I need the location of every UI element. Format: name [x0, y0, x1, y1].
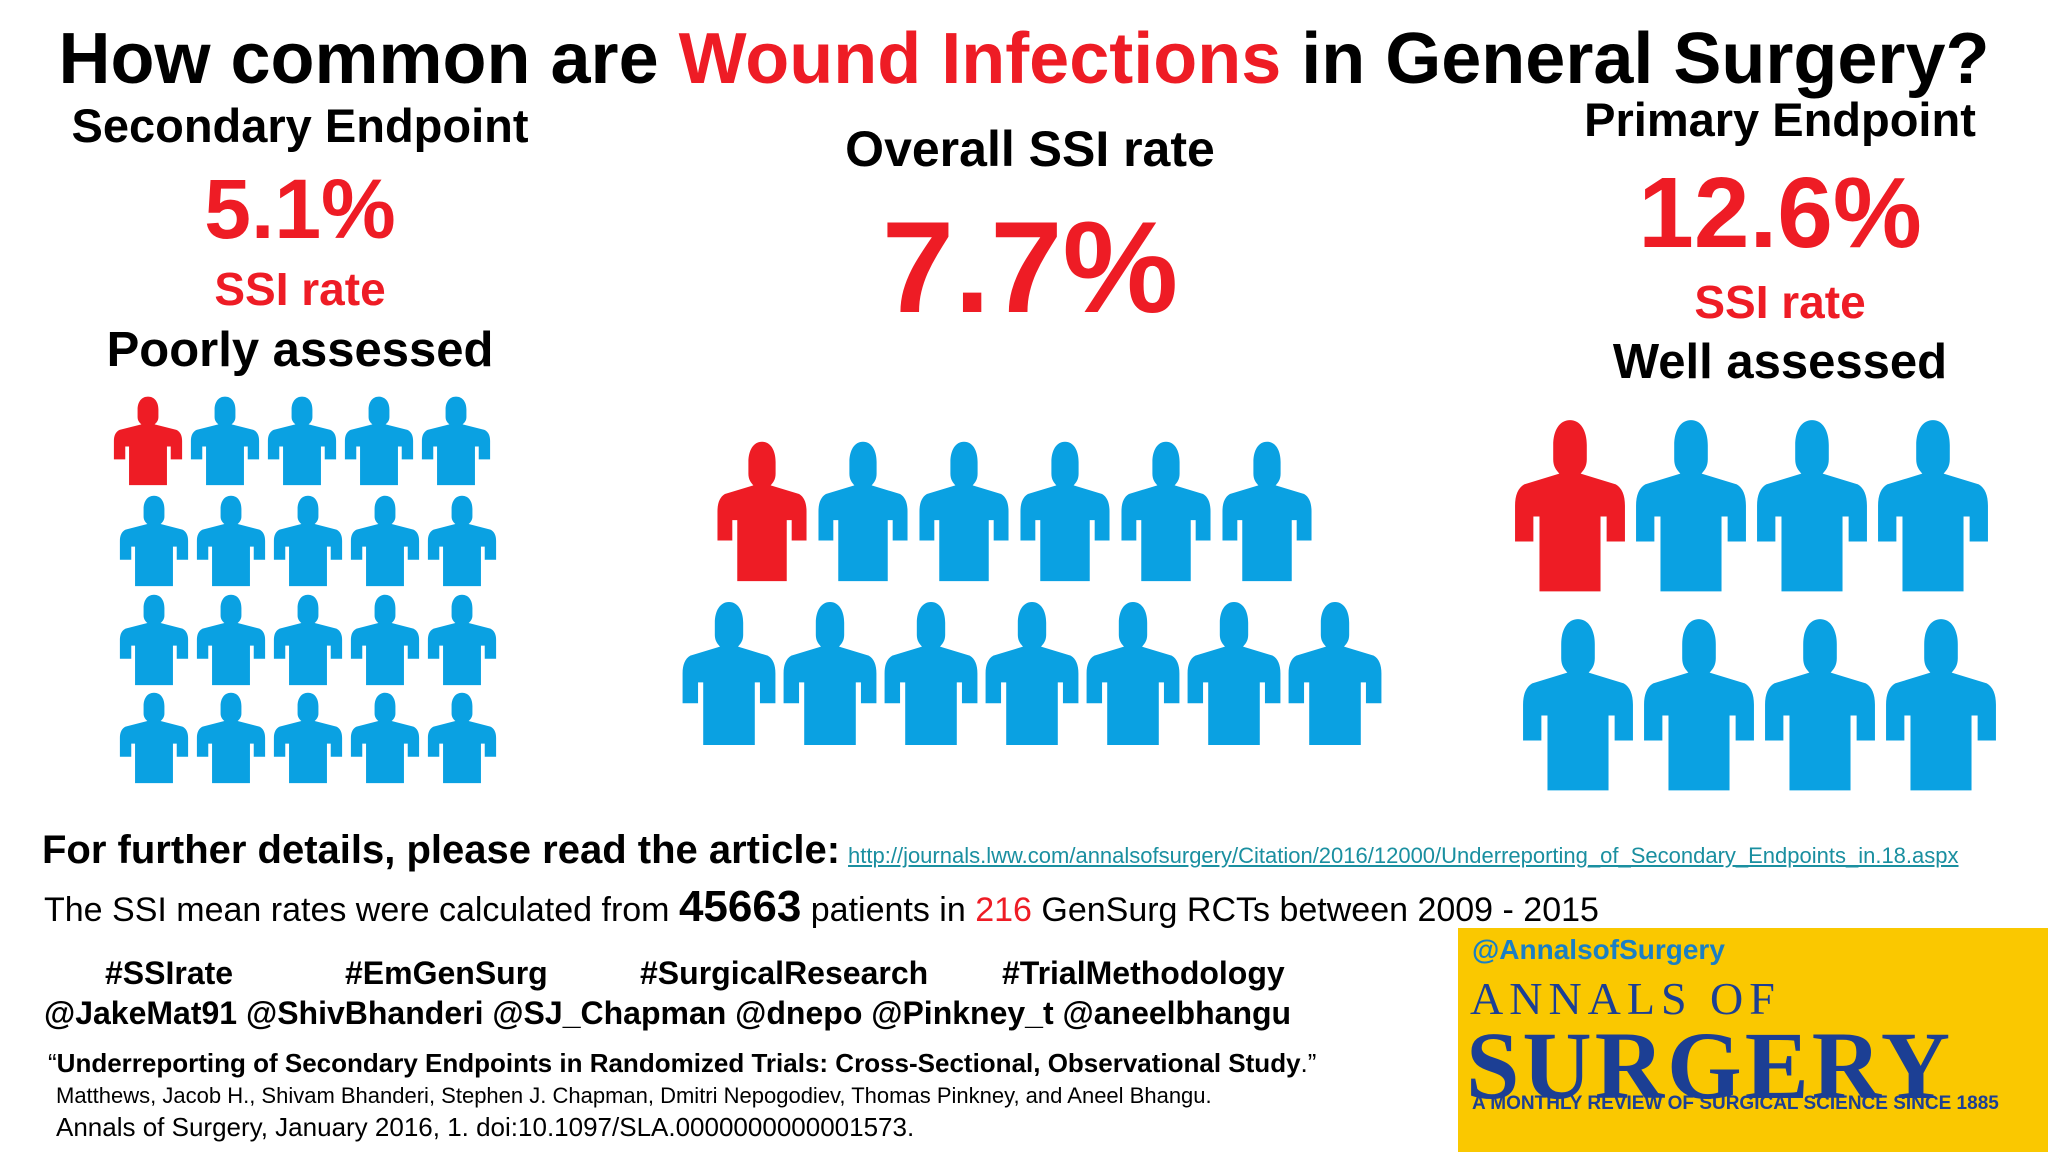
person-icon — [189, 393, 261, 487]
article-link[interactable]: http://journals.lww.com/annalsofsurgery/… — [848, 843, 1959, 868]
person-icon — [349, 492, 421, 588]
trial-count: 216 — [975, 891, 1032, 929]
person-icon — [1762, 612, 1878, 794]
secondary-rate: 5.1% — [204, 162, 396, 256]
person-icon — [1633, 413, 1749, 595]
primary-rate-label: SSI rate — [1694, 276, 1866, 328]
page-title: How common are Wound Infections in Gener… — [58, 19, 1990, 99]
person-icon — [118, 492, 190, 588]
person-icon — [426, 492, 498, 588]
primary-heading: Primary Endpoint — [1584, 93, 1976, 146]
secondary-heading: Secondary Endpoint — [71, 99, 529, 152]
hashtag-emgensurg[interactable]: #EmGenSurg — [345, 955, 548, 991]
person-icon — [272, 689, 344, 785]
person-icon — [882, 596, 980, 748]
journal-logo-box — [1458, 928, 2048, 1152]
person-icon — [1754, 413, 1870, 595]
person-icon — [1018, 436, 1112, 584]
person-icon — [426, 689, 498, 785]
hashtag-trialmethodology[interactable]: #TrialMethodology — [1002, 955, 1285, 991]
patient-count: 45663 — [678, 882, 802, 931]
person-icon — [1520, 612, 1636, 794]
person-icon — [195, 492, 267, 588]
primary-assessment: Well assessed — [1612, 335, 1948, 389]
person-icon — [781, 596, 879, 748]
citation-authors: Matthews, Jacob H., Shivam Bhanderi, Ste… — [56, 1083, 1212, 1108]
person-icon — [715, 436, 809, 584]
secondary-rate-label: SSI rate — [214, 263, 386, 315]
person-icon — [1641, 612, 1757, 794]
person-icon — [1512, 413, 1628, 595]
hashtag-surgicalresearch[interactable]: #SurgicalResearch — [640, 955, 929, 991]
author-handles[interactable]: @JakeMat91 @ShivBhanderi @SJ_Chapman @dn… — [44, 995, 1292, 1031]
person-icon — [272, 591, 344, 687]
citation-journal: Annals of Surgery, January 2016, 1. doi:… — [56, 1112, 915, 1142]
journal-name-main: SURGERY — [1466, 1012, 1954, 1119]
citation-title: “Underreporting of Secondary Endpoints i… — [48, 1048, 1317, 1078]
person-icon — [343, 393, 415, 487]
article-link-line: For further details, please read the art… — [42, 828, 2022, 873]
person-icon — [983, 596, 1081, 748]
overall-heading: Overall SSI rate — [845, 121, 1215, 177]
person-icon — [195, 689, 267, 785]
person-icon — [272, 492, 344, 588]
person-icon — [266, 393, 338, 487]
secondary-assessment: Poorly assessed — [106, 323, 494, 377]
title-highlight: Wound Infections — [678, 19, 1282, 99]
person-icon — [420, 393, 492, 487]
person-icon — [1185, 596, 1283, 748]
person-icon — [112, 393, 184, 487]
person-icon — [1119, 436, 1213, 584]
person-icon — [349, 689, 421, 785]
overall-rate: 7.7% — [881, 194, 1179, 340]
person-icon — [195, 591, 267, 687]
person-icon — [1084, 596, 1182, 748]
person-icon — [816, 436, 910, 584]
primary-rate: 12.6% — [1638, 157, 1922, 269]
person-icon — [1220, 436, 1314, 584]
calculation-statement: The SSI mean rates were calculated from … — [44, 882, 1599, 931]
journal-name-top: ANNALS OF — [1470, 973, 1781, 1024]
person-icon — [426, 591, 498, 687]
details-lead: For further details, please read the art… — [42, 828, 841, 872]
person-icon — [349, 591, 421, 687]
hashtag-ssirate[interactable]: #SSIrate — [105, 955, 234, 991]
journal-tagline: A MONTHLY REVIEW OF SURGICAL SCIENCE SIN… — [1472, 1093, 1999, 1114]
journal-handle[interactable]: @AnnalsofSurgery — [1472, 934, 1725, 965]
person-icon — [1286, 596, 1384, 748]
person-icon — [1875, 413, 1991, 595]
person-icon — [680, 596, 778, 748]
person-icon — [118, 689, 190, 785]
person-icon — [917, 436, 1011, 584]
person-icon — [1883, 612, 1999, 794]
person-icon — [118, 591, 190, 687]
